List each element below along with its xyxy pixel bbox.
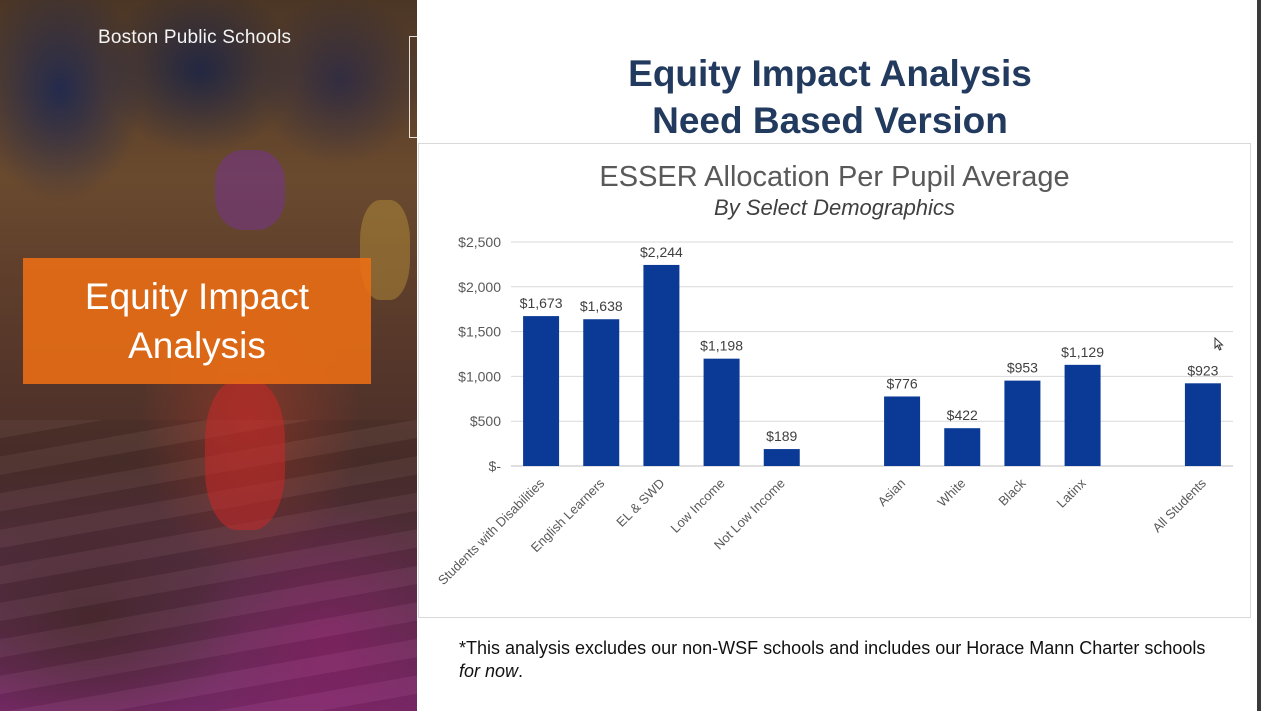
chart-title: ESSER Allocation Per Pupil Average [599, 161, 1070, 193]
bar [643, 264, 680, 466]
section-callout: Equity Impact Analysis [23, 258, 371, 384]
x-tick-label: Low Income [668, 476, 728, 536]
x-tick-label: Latinx [1054, 475, 1089, 510]
data-label: $1,638 [580, 298, 623, 314]
slide-title-line2: Need Based Version [652, 100, 1008, 141]
callout-title: Equity Impact Analysis [84, 276, 310, 366]
bar [703, 358, 740, 466]
bar [944, 428, 981, 466]
data-label: $422 [947, 407, 978, 423]
bar [1184, 383, 1221, 466]
footnote-end: . [518, 661, 524, 681]
footnote-text: *This analysis excludes our non-WSF scho… [459, 638, 1206, 658]
data-label: $1,198 [700, 338, 743, 354]
bar [523, 316, 560, 466]
chart-subtitle: By Select Demographics [714, 195, 955, 220]
y-tick-label: $1,500 [458, 324, 501, 340]
data-label: $189 [766, 428, 797, 444]
bar [763, 449, 800, 466]
y-tick-label: $2,500 [458, 234, 501, 250]
bar [1064, 364, 1101, 466]
window-edge [1257, 0, 1261, 711]
data-label: $1,673 [520, 295, 563, 311]
footnote-emphasis: for now [459, 661, 519, 681]
data-label: $776 [887, 375, 918, 391]
brand-divider [409, 36, 417, 138]
data-label: $953 [1007, 360, 1038, 376]
y-tick-label: $2,000 [458, 279, 501, 295]
slide-title-line1: Equity Impact Analysis [628, 53, 1032, 94]
data-label: $1,129 [1061, 344, 1104, 360]
chart-frame: ESSER Allocation Per Pupil Average By Se… [418, 143, 1251, 618]
y-tick-label: $- [489, 458, 502, 474]
bar [884, 396, 921, 466]
x-tick-label: Black [995, 475, 1028, 508]
x-tick-label: All Students [1149, 475, 1209, 535]
hero-photo: Boston Public Schools Equity Impact Anal… [0, 0, 417, 711]
mouse-cursor-icon [1214, 337, 1224, 351]
dancer-figure [205, 380, 285, 530]
bar [1004, 380, 1041, 466]
y-tick-label: $1,000 [458, 368, 501, 384]
bar-chart: $- $500 $1,000 $1,500 $2,000 $2,500 $1,673 Stud… [435, 234, 1233, 588]
x-tick-label: Students with Disabilities [435, 475, 548, 588]
x-tick-label: EL & SWD [613, 476, 667, 530]
x-tick-label: Asian [875, 476, 909, 510]
slide-title: Equity Impact Analysis Need Based Versio… [417, 50, 1243, 144]
x-tick-label: White [934, 476, 968, 510]
dancer-figure [215, 150, 285, 230]
footnote: *This analysis excludes our non-WSF scho… [459, 637, 1219, 683]
data-label: $2,244 [640, 244, 683, 260]
brand-name: Boston Public Schools [98, 27, 292, 48]
data-label: $923 [1187, 362, 1218, 378]
bar [583, 319, 620, 466]
y-tick-label: $500 [470, 413, 501, 429]
